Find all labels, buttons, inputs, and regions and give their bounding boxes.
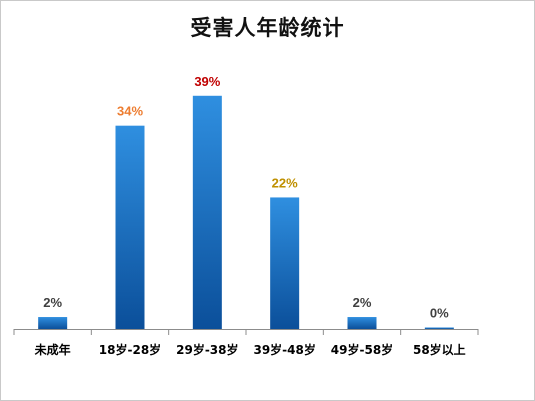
data-labels-group: 2% 34% 39% 22% 2% 0% xyxy=(43,74,449,321)
x-tick-label: 58岁以上 xyxy=(413,342,466,357)
bar xyxy=(347,317,377,329)
bar xyxy=(424,327,454,329)
chart-title: 受害人年龄统计 xyxy=(190,15,345,40)
x-tick-label: 未成年 xyxy=(34,342,71,357)
x-tick-label: 18岁-28岁 xyxy=(99,342,161,357)
x-tick-label: 29岁-38岁 xyxy=(176,342,238,357)
data-label: 0% xyxy=(430,306,449,321)
bar xyxy=(38,317,68,329)
x-axis xyxy=(13,329,479,335)
data-label: 2% xyxy=(353,295,372,310)
bars-group xyxy=(38,95,454,330)
x-tick-label: 49岁-58岁 xyxy=(331,342,393,357)
data-label: 22% xyxy=(272,175,298,190)
bar xyxy=(115,125,145,330)
data-label: 34% xyxy=(117,104,143,119)
bar xyxy=(192,95,222,329)
data-label: 2% xyxy=(43,295,62,310)
x-tick-labels-group: 未成年 18岁-28岁 29岁-38岁 39岁-48岁 49岁-58岁 58岁以上 xyxy=(34,342,466,357)
bar xyxy=(270,197,300,329)
x-tick-label: 39岁-48岁 xyxy=(253,342,315,357)
data-label: 39% xyxy=(194,74,220,89)
